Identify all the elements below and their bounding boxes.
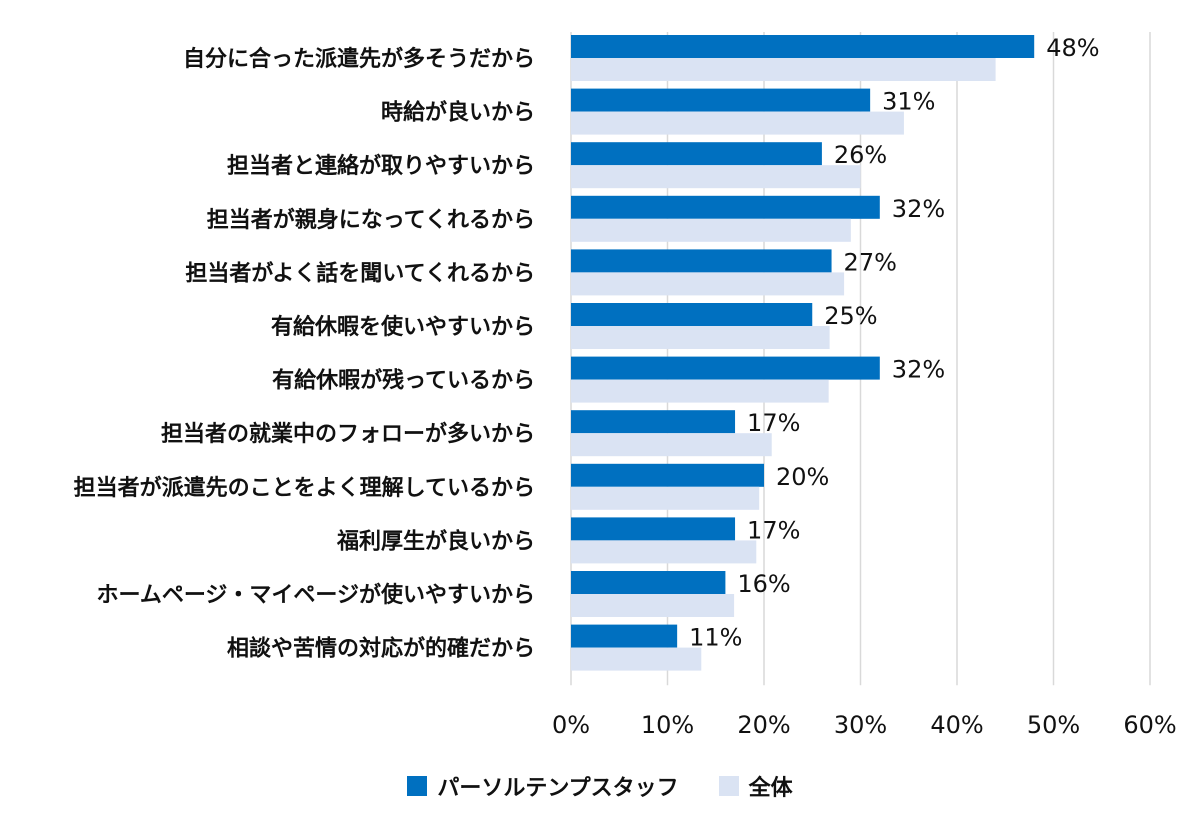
value-label: 48%	[1046, 34, 1099, 62]
value-label: 16%	[737, 570, 790, 598]
category-label: 有給休暇が残っているから	[272, 368, 535, 394]
category-label: 担当者が親身になってくれるから	[207, 207, 535, 233]
legend-item-series-1: パーソルテンプスタッフ	[407, 770, 679, 802]
value-label: 26%	[834, 141, 887, 169]
bar-series-2	[571, 594, 735, 617]
x-tick-label: 10%	[641, 711, 694, 739]
legend-swatch	[718, 776, 739, 796]
legend: パーソルテンプスタッフ 全体	[0, 766, 1200, 806]
category-label: 有給休暇を使いやすいから	[271, 314, 535, 340]
x-axis-ticks: 0% 10% 20% 30% 40% 50% 60%	[552, 711, 1177, 739]
x-tick-label: 50%	[1027, 711, 1080, 739]
category-label: 担当者の就業中のフォローが多いから	[161, 421, 535, 447]
bars	[571, 35, 1035, 671]
bar-series-2	[571, 486, 760, 510]
bar-series-2	[571, 326, 830, 349]
bar-series-2	[571, 218, 851, 242]
bar-series-1	[571, 571, 726, 594]
category-label: 福利厚生が良いから	[336, 528, 535, 554]
legend-label: 全体	[748, 776, 793, 801]
bar-series-1	[571, 517, 736, 541]
bar-series-2	[571, 272, 845, 296]
bar-series-1	[571, 410, 736, 434]
category-label: 相談や苦情の対応が的確だから	[227, 636, 535, 662]
category-label: 担当者が派遣先のことをよく理解しているから	[74, 475, 535, 501]
value-labels: 48%31%26%32%27%25%32%17%20%17%16%11%	[689, 34, 1099, 652]
value-label: 20%	[776, 463, 829, 491]
value-label: 27%	[844, 248, 897, 276]
x-tick-label: 40%	[930, 711, 983, 739]
value-label: 32%	[892, 195, 945, 223]
bar-series-1	[571, 463, 764, 487]
legend-label: パーソルテンプスタッフ	[437, 776, 679, 801]
x-tick-label: 0%	[552, 711, 590, 739]
value-label: 11%	[689, 624, 742, 652]
category-label: 担当者がよく話を聞いてくれるから	[185, 260, 535, 286]
category-label: 自分に合った派遣先が多そうだから	[183, 46, 535, 72]
bar-series-1	[571, 624, 678, 648]
value-label: 17%	[747, 516, 800, 544]
x-tick-label: 30%	[834, 711, 887, 739]
bar-series-1	[571, 35, 1035, 58]
value-label: 17%	[747, 409, 800, 437]
bar-series-1	[571, 142, 822, 166]
bar-series-2	[571, 165, 861, 189]
x-tick-label: 20%	[737, 711, 790, 739]
value-label: 25%	[824, 302, 877, 330]
legend-swatch	[407, 776, 428, 796]
bar-series-2	[571, 111, 904, 135]
bar-series-1	[571, 303, 813, 326]
bar-series-1	[571, 88, 871, 112]
value-label: 32%	[892, 356, 945, 384]
category-label: ホームページ・マイページが使いやすいから	[97, 582, 535, 608]
legend-item-series-2: 全体	[718, 770, 793, 802]
bar-series-1	[571, 249, 832, 273]
bar-series-2	[571, 379, 829, 403]
bar-series-2	[571, 647, 702, 671]
bar-series-2	[571, 58, 996, 81]
category-label: 時給が良いから	[381, 100, 535, 126]
bar-series-2	[571, 433, 772, 457]
value-label: 31%	[882, 88, 935, 116]
x-tick-label: 60%	[1123, 711, 1176, 739]
bar-series-1	[571, 356, 880, 380]
category-labels: 自分に合った派遣先が多そうだから時給が良いから担当者と連絡が取りやすいから担当者…	[74, 46, 535, 662]
bar-series-1	[571, 195, 880, 219]
bar-series-2	[571, 540, 757, 564]
category-label: 担当者と連絡が取りやすいから	[227, 153, 535, 179]
